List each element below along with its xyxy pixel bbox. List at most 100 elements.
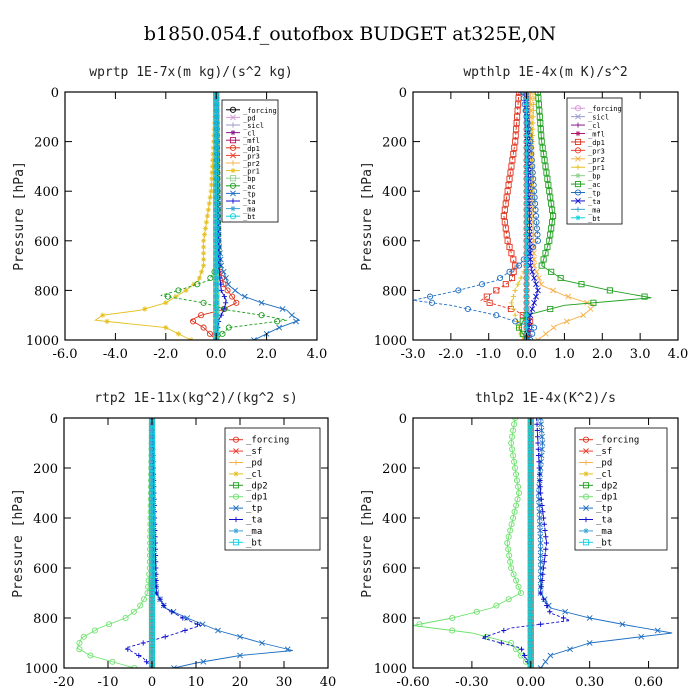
x-tick-label: 20: [232, 675, 249, 690]
series-point: [502, 281, 509, 288]
series-line-ta: [124, 418, 202, 668]
series-point: [536, 508, 543, 515]
series-point: [148, 533, 156, 540]
series-point: [493, 602, 500, 609]
series-point: [210, 151, 216, 157]
series-point: [523, 157, 530, 163]
series-point: [507, 558, 514, 565]
legend-entry: _dp1: [588, 139, 605, 147]
legend-entry: _dp2: [246, 481, 268, 491]
legend-marker: [574, 147, 582, 154]
series-point: [563, 318, 570, 325]
legend-entry: _mfl: [588, 131, 605, 139]
series-point: [523, 250, 530, 256]
series-point: [513, 119, 520, 127]
series-point: [523, 176, 530, 182]
series-point: [560, 615, 567, 621]
series-point: [200, 324, 207, 331]
series-point: [531, 299, 538, 306]
series-point: [505, 533, 512, 540]
series-point: [536, 107, 543, 114]
legend-entry: _forcing: [243, 107, 277, 115]
series-point: [148, 633, 156, 640]
legend-entry: _ta: [588, 198, 601, 206]
series-point: [163, 300, 169, 306]
series-point: [509, 274, 516, 282]
series-point: [547, 194, 554, 201]
series-point: [527, 521, 534, 528]
series-point: [527, 608, 534, 615]
series-point: [284, 646, 291, 653]
series-line-pr1: [93, 92, 217, 340]
series-point: [503, 231, 510, 238]
legend-entry: _ac: [588, 181, 601, 189]
series-point: [455, 287, 462, 294]
series-point: [213, 175, 220, 182]
legend-marker: [233, 459, 239, 466]
series-point: [540, 571, 546, 577]
series-point: [148, 433, 156, 440]
series-point: [148, 614, 156, 622]
panel-title: rtp2 1E-11x(kg^2)/(kg^2 s): [94, 391, 298, 406]
series-point: [80, 633, 87, 640]
series-point: [148, 496, 156, 503]
series-point: [201, 238, 207, 244]
series-point: [506, 552, 513, 559]
series-point: [527, 589, 534, 597]
series-point: [544, 602, 550, 609]
y-tick-label: 800: [382, 284, 407, 299]
series-point: [527, 558, 534, 565]
y-axis-label: Pressure [hPa]: [11, 488, 26, 598]
series-point: [535, 440, 541, 446]
series-point: [221, 306, 227, 312]
series-point: [148, 446, 156, 453]
series-point: [518, 275, 524, 281]
series-point: [537, 665, 544, 668]
series-point: [213, 268, 220, 275]
series-point: [180, 615, 186, 621]
x-tick-label: 30: [276, 675, 293, 690]
series-point: [140, 640, 146, 646]
series-point: [479, 281, 486, 288]
series-point: [539, 502, 545, 509]
series-point: [136, 652, 142, 659]
series-point: [207, 194, 213, 200]
series-point: [523, 139, 530, 145]
series-point: [527, 627, 534, 634]
series-point: [532, 206, 539, 213]
series-point: [523, 256, 530, 262]
series-point: [200, 658, 207, 665]
series-point: [549, 219, 556, 226]
series-point: [537, 546, 544, 553]
series-point: [213, 225, 220, 232]
series-point: [213, 200, 220, 207]
series-point: [213, 250, 220, 257]
series-point: [530, 243, 537, 251]
legend-entry: _sf: [246, 447, 262, 457]
series-point: [527, 427, 534, 434]
legend-marker: [230, 168, 236, 174]
y-tick-label: 600: [34, 235, 59, 250]
legend-marker: [582, 539, 590, 546]
series-point: [537, 540, 544, 546]
x-tick-label: -3.0: [400, 347, 425, 362]
series-point: [535, 101, 542, 108]
series-point: [175, 287, 182, 294]
series-point: [223, 275, 229, 281]
series-point: [508, 250, 515, 257]
series-point: [508, 639, 515, 647]
legend-entry: _cl: [246, 470, 262, 480]
series-point: [251, 337, 257, 340]
series-point: [506, 268, 513, 275]
series-point: [493, 312, 500, 319]
series-point: [201, 232, 208, 238]
legend-marker: [229, 137, 237, 144]
series-point: [512, 287, 518, 293]
series-point: [237, 633, 243, 640]
series-point: [510, 150, 517, 158]
series-point: [523, 108, 530, 114]
series-group: [76, 418, 293, 668]
series-point: [533, 225, 541, 232]
series-point: [140, 596, 147, 603]
y-axis-label: Pressure [hPa]: [360, 488, 375, 598]
